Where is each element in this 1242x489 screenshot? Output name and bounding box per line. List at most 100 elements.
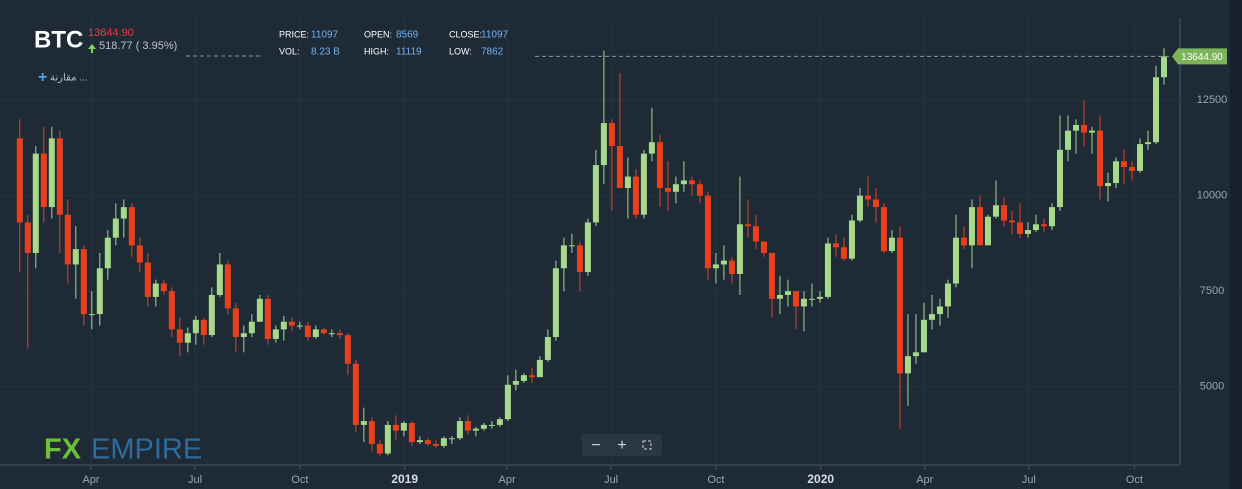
candle-body xyxy=(456,421,463,439)
x-tick-label: Jul xyxy=(604,474,618,486)
candle-body xyxy=(1008,220,1015,223)
candle-body xyxy=(88,314,95,316)
candle-body xyxy=(696,184,703,196)
stat-value: 11097 xyxy=(481,30,509,41)
candle-body xyxy=(1040,224,1047,227)
candle-body xyxy=(1144,142,1151,145)
candle-body xyxy=(856,195,863,221)
candle-body xyxy=(240,333,247,338)
candle-body xyxy=(824,243,831,297)
candle-body xyxy=(264,298,271,339)
candle-body xyxy=(928,314,935,320)
candle-body xyxy=(528,375,535,378)
candle-body xyxy=(448,438,455,440)
candle-body xyxy=(104,237,111,269)
candle-body xyxy=(776,294,783,299)
candle-body xyxy=(144,262,151,297)
logo-empire: EMPIRE xyxy=(91,434,202,466)
candle-body xyxy=(712,264,719,269)
candle-body xyxy=(96,268,103,315)
candle-body xyxy=(328,333,335,335)
candle-body xyxy=(128,207,135,246)
x-tick-label: Apr xyxy=(916,474,933,486)
candle-body xyxy=(936,306,943,315)
candle-body xyxy=(424,440,431,444)
edge xyxy=(1230,0,1242,489)
candle-body xyxy=(336,333,343,336)
candle-body xyxy=(224,264,231,309)
stat-label: PRICE: xyxy=(279,29,309,39)
compare[interactable]: مقارنة ... xyxy=(50,73,88,84)
candle-body xyxy=(496,419,503,425)
candle-body xyxy=(256,298,263,322)
candle-body xyxy=(200,319,207,336)
candle-body xyxy=(40,153,47,208)
candle-body xyxy=(1136,144,1143,171)
fullscreen[interactable] xyxy=(642,440,652,450)
stat-label: VOL: xyxy=(279,46,300,56)
candle-body xyxy=(976,207,983,246)
candle-body xyxy=(896,237,903,374)
candle-body xyxy=(688,180,695,185)
candle-body xyxy=(400,422,407,431)
candle-body xyxy=(392,424,399,431)
candle-body xyxy=(280,321,287,330)
candle-body xyxy=(1152,77,1159,143)
header-change: 518.77 ( 3.95%) xyxy=(99,40,177,52)
plot: 13644.90 xyxy=(16,48,1227,456)
candle-body xyxy=(480,424,487,429)
candle-body xyxy=(1032,224,1039,231)
candle-body xyxy=(64,214,71,265)
zoom-out[interactable]: − xyxy=(591,437,600,454)
candle-body xyxy=(544,337,551,360)
x-tick-label: Jul xyxy=(1022,474,1036,486)
candle-body xyxy=(344,335,351,364)
candle-body xyxy=(864,195,871,200)
stat-label: OPEN: xyxy=(364,29,392,39)
stat-value: 7862 xyxy=(481,47,504,58)
candle-body xyxy=(360,421,367,425)
up-arrow xyxy=(88,44,96,53)
candle-body xyxy=(368,421,375,444)
candle-body xyxy=(816,296,823,299)
candle-body xyxy=(720,260,727,265)
candle-body xyxy=(472,428,479,431)
candle-body xyxy=(1064,130,1071,150)
candle-body xyxy=(1080,124,1087,133)
zoom-in[interactable]: + xyxy=(617,437,626,454)
candle-body xyxy=(216,264,223,295)
candle-body xyxy=(440,438,447,446)
candle-body xyxy=(288,321,295,326)
candle-body xyxy=(312,329,319,338)
candle-body xyxy=(376,443,383,454)
candle-body xyxy=(992,205,999,217)
y-tick-label: 5000 xyxy=(1200,381,1224,393)
candle-body xyxy=(168,291,175,330)
stat-value: 8.23 B xyxy=(311,47,340,58)
candle-body xyxy=(416,440,423,443)
candle-body xyxy=(560,245,567,269)
candle-body xyxy=(184,333,191,343)
y-tick-label: 12500 xyxy=(1197,94,1228,106)
candle-body xyxy=(464,421,471,431)
candle-body xyxy=(1000,205,1007,221)
candle-body xyxy=(1072,124,1079,131)
candle-body xyxy=(632,176,639,215)
candle-body xyxy=(232,308,239,338)
candle-body xyxy=(48,138,55,208)
candle-body xyxy=(24,222,31,253)
last-price-tag xyxy=(1172,48,1227,65)
candle-body xyxy=(384,424,391,454)
compare-icon[interactable]: + xyxy=(38,69,47,86)
candle-body xyxy=(1048,207,1055,227)
logo: FX EMPIRE xyxy=(44,434,202,466)
candle-body xyxy=(920,319,927,353)
candle-body xyxy=(888,237,895,252)
candle-body xyxy=(640,153,647,215)
candle-body xyxy=(832,243,839,248)
candle-body xyxy=(752,226,759,242)
x-tick-label: Apr xyxy=(82,474,99,486)
stat-label: CLOSE: xyxy=(449,29,482,39)
stat-value: 11119 xyxy=(396,47,422,58)
